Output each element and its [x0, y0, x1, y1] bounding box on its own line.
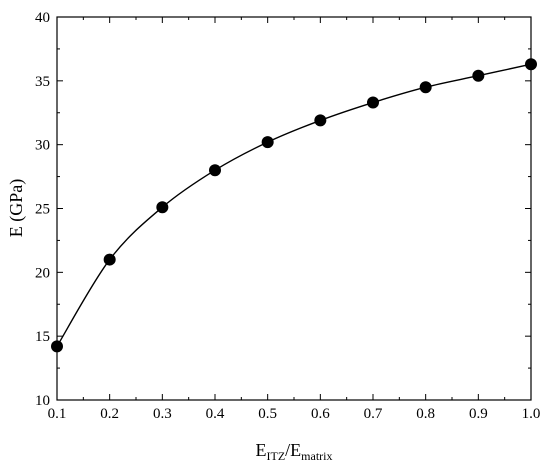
y-tick-label: 10 [35, 393, 50, 409]
data-point [51, 340, 63, 353]
x-tick-label: 0.3 [153, 406, 172, 422]
x-axis-ticks: 0.1 0.2 0.3 0.4 0.5 0.6 0.7 0.8 0.9 1.0 [48, 17, 541, 422]
x-axis-label-sub2: matrix [301, 449, 332, 463]
y-tick-label: 35 [35, 74, 50, 90]
x-tick-label: 0.5 [258, 406, 277, 422]
data-point [525, 58, 537, 71]
y-tick-label: 15 [35, 329, 50, 345]
x-axis-label: EITZ/Ematrix [256, 440, 333, 463]
y-tick-label: 40 [35, 10, 50, 26]
series-line [56, 63, 532, 347]
data-point [472, 69, 485, 82]
data-point [156, 201, 169, 214]
y-tick-label: 25 [35, 202, 50, 218]
x-tick-label: 0.2 [100, 406, 119, 422]
x-tick-label: 0.7 [364, 406, 383, 422]
y-tick-label: 30 [35, 138, 50, 154]
data-point [261, 136, 274, 149]
x-axis-label-slash: /E [285, 440, 301, 460]
y-tick-label: 20 [35, 265, 50, 281]
x-tick-label: 0.6 [311, 406, 330, 422]
data-point [367, 96, 379, 109]
y-axis-ticks: 10 15 20 25 30 35 40 [35, 10, 531, 409]
data-point [103, 253, 116, 266]
data-point [209, 164, 221, 177]
x-tick-label: 1.0 [522, 406, 541, 422]
x-axis-label-main: E [256, 440, 267, 460]
y-axis-label: E (GPa) [6, 179, 27, 237]
x-tick-label: 0.8 [416, 406, 435, 422]
data-point [314, 114, 327, 127]
x-tick-label: 0.1 [48, 406, 67, 422]
x-tick-label: 0.4 [206, 406, 225, 422]
x-tick-label: 0.9 [469, 406, 488, 422]
data-point [419, 81, 432, 94]
x-axis-label-sub1: ITZ [267, 449, 286, 463]
series-layer [51, 58, 537, 353]
plot-frame [56, 16, 532, 401]
